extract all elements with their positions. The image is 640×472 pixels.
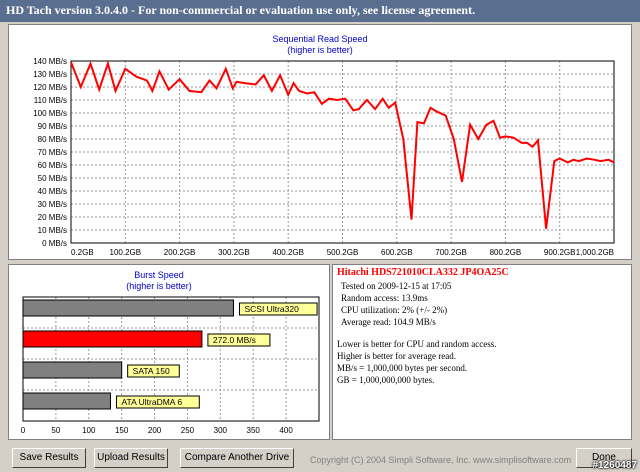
seq-y-tick-label: 50 MB/s (38, 174, 67, 183)
window-title: HD Tach version 3.0.4.0 - For non-commer… (6, 3, 476, 17)
results-info-panel: Hitachi HDS721010CLA332 JP4OA25C Tested … (332, 264, 632, 440)
note-read: Higher is better for average read. (337, 351, 456, 361)
seq-plot-frame (70, 60, 615, 244)
seq-x-tick-label: 600.2GB (381, 248, 413, 257)
save-results-button[interactable]: Save Results (12, 448, 86, 468)
burst-plot-frame (22, 296, 320, 422)
average-read: Average read: 104.9 MB/s (341, 317, 436, 327)
note-mbs: MB/s = 1,000,000 bytes per second. (337, 363, 468, 373)
burst-x-tick-label: 300 (214, 426, 228, 435)
seq-y-tick-label: 110 MB/s (34, 96, 67, 105)
seq-y-tick-label: 90 MB/s (38, 122, 67, 131)
seq-x-tick-label: 900.2GB (544, 248, 576, 257)
seq-y-tick-label: 80 MB/s (38, 135, 67, 144)
burst-bar-label-box (115, 395, 200, 409)
random-access: Random access: 13.9ms (341, 293, 428, 303)
seq-y-tick-label: 70 MB/s (38, 148, 67, 157)
seq-y-tick-label: 40 MB/s (38, 187, 67, 196)
compare-drive-button[interactable]: Compare Another Drive (180, 448, 294, 468)
copyright-text: Copyright (C) 2004 Simpli Software, Inc.… (310, 455, 572, 465)
sequential-read-chart: Sequential Read Speed (higher is better)… (33, 34, 615, 257)
seq-x-tick-label: 100.2GB (110, 248, 142, 257)
seq-y-tick-label: 120 MB/s (33, 83, 67, 92)
burst-chart-title: Burst Speed (134, 270, 184, 280)
burst-bar-label: SATA 150 (133, 366, 170, 376)
seq-y-tick-label: 140 MB/s (33, 57, 67, 66)
seq-chart-title: Sequential Read Speed (272, 34, 367, 44)
title-bar: HD Tach version 3.0.4.0 - For non-commer… (0, 0, 640, 22)
seq-y-tick-label: 30 MB/s (38, 200, 67, 209)
burst-chart-subtitle: (higher is better) (126, 281, 192, 291)
seq-y-tick-label: 100 MB/s (33, 109, 67, 118)
seq-x-tick-label: 400.2GB (272, 248, 304, 257)
seq-y-tick-label: 130 MB/s (33, 70, 67, 79)
done-button[interactable]: Done (576, 448, 632, 468)
burst-bar (22, 392, 111, 410)
burst-bar-label: SCSI Ultra320 (244, 304, 299, 314)
cpu-utilization: CPU utilization: 2% (+/- 2%) (341, 305, 448, 315)
burst-speed-panel: Burst Speed (higher is better) SCSI Ultr… (8, 264, 330, 440)
seq-x-tick-label: 500.2GB (327, 248, 359, 257)
burst-bar-label: ATA UltraDMA 6 (121, 397, 182, 407)
seq-y-tick-label: 20 MB/s (38, 213, 67, 222)
burst-x-tick-label: 150 (115, 426, 129, 435)
upload-results-button[interactable]: Upload Results (94, 448, 168, 468)
tested-date: Tested on 2009-12-15 at 17:05 (341, 281, 452, 291)
sequential-read-panel: Sequential Read Speed (higher is better)… (8, 24, 632, 260)
burst-x-tick-label: 400 (279, 426, 293, 435)
note-cpu: Lower is better for CPU and random acces… (337, 339, 497, 349)
burst-x-tick-label: 0 (21, 426, 26, 435)
burst-bar-label-box (238, 302, 318, 316)
burst-x-tick-label: 200 (148, 426, 162, 435)
burst-x-tick-label: 350 (247, 426, 261, 435)
seq-x-tick-label: 700.2GB (435, 248, 467, 257)
seq-x-tick-label: 300.2GB (218, 248, 250, 257)
note-gb: GB = 1,000,000,000 bytes. (337, 375, 435, 385)
seq-y-tick-label: 10 MB/s (38, 226, 67, 235)
seq-x-tick-label: 0.2GB (71, 248, 94, 257)
watermark: #1260487 (592, 460, 638, 471)
burst-x-tick-label: 250 (181, 426, 195, 435)
seq-x-tick-label: 800.2GB (490, 248, 522, 257)
burst-bar-label: 272.0 MB/s (213, 335, 256, 345)
burst-bar (22, 299, 234, 317)
drive-name: Hitachi HDS721010CLA332 JP4OA25C (337, 267, 509, 278)
seq-y-tick-label: 0 MB/s (42, 239, 67, 248)
seq-series-line (70, 60, 615, 229)
burst-x-tick-label: 50 (51, 426, 60, 435)
seq-chart-subtitle: (higher is better) (287, 45, 353, 55)
seq-x-tick-label: 200.2GB (164, 248, 196, 257)
burst-bar (22, 361, 123, 379)
burst-bar (22, 330, 203, 348)
burst-speed-chart: Burst Speed (higher is better) SCSI Ultr… (21, 270, 320, 435)
seq-y-tick-label: 60 MB/s (38, 161, 67, 170)
burst-x-tick-label: 100 (82, 426, 96, 435)
seq-x-tick-label: 1,000.2GB (576, 248, 614, 257)
burst-bar-label-box (207, 333, 271, 347)
burst-bar-label-box (127, 364, 180, 378)
